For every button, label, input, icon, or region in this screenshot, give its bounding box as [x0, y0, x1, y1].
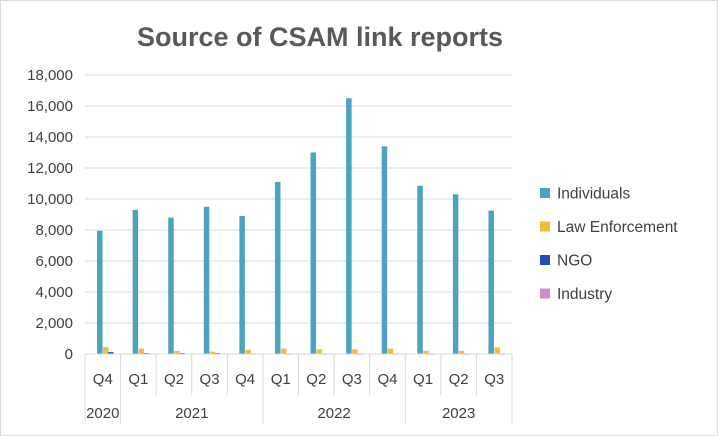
- bar-law-enforcement: [458, 350, 465, 354]
- legend-label: Industry: [557, 286, 612, 303]
- gridlines: [85, 74, 512, 355]
- y-tick-label: 16,000: [27, 98, 73, 115]
- y-tick-label: 0: [65, 346, 73, 363]
- x-tick-label: Q3: [200, 371, 220, 388]
- y-tick-label: 8,000: [35, 222, 73, 239]
- year-label: 2021: [175, 405, 208, 422]
- x-tick-label: Q4: [377, 371, 397, 388]
- bar-individuals: [417, 185, 423, 354]
- bar-individuals: [168, 217, 174, 354]
- bar-individuals: [132, 209, 139, 354]
- x-axis: Q4 Q1 Q2 Q3 Q4 Q1 Q2 Q3 Q4 Q1 Q2 Q3 2020 2021 2022 2023: [84, 353, 513, 424]
- bar-law-enforcement: [174, 350, 180, 354]
- bar-law-enforcement: [423, 350, 429, 354]
- x-tick-label: Q3: [342, 371, 362, 388]
- bar-individuals: [488, 210, 494, 354]
- legend-label: Law Enforcement: [557, 219, 678, 236]
- legend-label: NGO: [557, 253, 592, 270]
- x-tick-label: Q1: [271, 371, 291, 388]
- bar-law-enforcement: [209, 351, 216, 354]
- year-label: 2020: [86, 405, 119, 422]
- chart-title: Source of CSAM link reports: [137, 22, 503, 52]
- y-tick-label: 2,000: [35, 315, 73, 332]
- bar-individuals: [381, 146, 388, 354]
- bar-law-enforcement: [387, 348, 394, 354]
- bar-law-enforcement: [352, 349, 358, 354]
- x-tick-label: Q4: [235, 371, 255, 388]
- legend-label: Individuals: [557, 186, 630, 203]
- y-tick-label: 18,000: [27, 67, 73, 84]
- bar-individuals: [274, 181, 281, 354]
- x-tick-label: Q1: [413, 371, 433, 388]
- legend-swatch: [540, 221, 550, 232]
- bar-law-enforcement: [316, 349, 323, 354]
- year-label: 2022: [317, 405, 350, 422]
- year-label: 2023: [442, 405, 475, 422]
- legend-swatch: [540, 255, 550, 265]
- y-tick-label: 12,000: [27, 160, 73, 177]
- bar-law-enforcement: [245, 349, 251, 354]
- bar-law-enforcement: [494, 347, 500, 354]
- y-tick-label: 10,000: [27, 191, 73, 208]
- bar-law-enforcement: [103, 347, 109, 354]
- y-tick-label: 6,000: [35, 253, 73, 270]
- legend: Individuals Law Enforcement NGO Industry: [540, 186, 678, 303]
- bar-individuals: [310, 152, 317, 354]
- legend-swatch: [540, 288, 550, 299]
- bar-individuals: [452, 194, 459, 354]
- legend-swatch: [540, 188, 550, 198]
- bar-ngo: [108, 352, 114, 354]
- y-axis-ticks: 0 2,000 4,000 6,000 8,000 10,000 12,000 14,000 1…: [27, 67, 73, 363]
- x-tick-label: Q2: [306, 371, 326, 388]
- bar-individuals: [97, 230, 103, 354]
- x-tick-label: Q2: [449, 371, 469, 388]
- y-tick-label: 14,000: [27, 129, 73, 146]
- bar-law-enforcement: [280, 348, 287, 354]
- bar-law-enforcement: [138, 348, 145, 354]
- x-tick-label: Q2: [164, 371, 184, 388]
- bar-individuals: [346, 98, 352, 354]
- x-tick-label: Q1: [128, 371, 148, 388]
- bar-individuals: [203, 206, 210, 354]
- bar-individuals: [239, 216, 245, 354]
- x-tick-label: Q4: [93, 371, 113, 388]
- x-tick-label: Q3: [484, 371, 504, 388]
- y-tick-label: 4,000: [35, 284, 73, 301]
